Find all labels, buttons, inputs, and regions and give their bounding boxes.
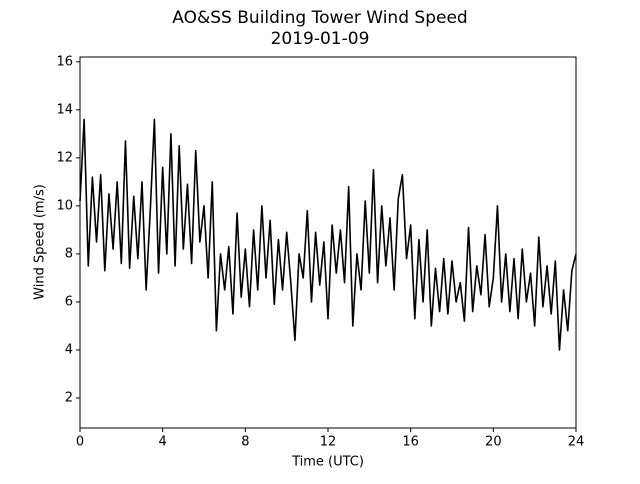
x-tick-label: 16 [402, 435, 419, 450]
y-tick-label: 2 [65, 390, 73, 405]
x-tick-label: 4 [159, 435, 167, 450]
x-tick-label: 0 [76, 435, 84, 450]
x-tick-label: 24 [568, 435, 585, 450]
y-tick-label: 6 [65, 294, 73, 309]
chart-subtitle: 2019-01-09 [271, 29, 370, 49]
y-tick-label: 4 [65, 342, 73, 357]
y-tick-label: 16 [56, 54, 73, 69]
y-tick-label: 8 [65, 246, 73, 261]
y-axis-label: Wind Speed (m/s) [33, 184, 48, 300]
plot-frame [79, 56, 577, 429]
x-tick-label: 12 [320, 435, 337, 450]
y-tick-label: 12 [56, 150, 73, 165]
x-tick-label: 20 [485, 435, 502, 450]
data-line [79, 118, 577, 351]
y-tick-label: 14 [56, 102, 73, 117]
x-axis-label: Time (UTC) [291, 455, 364, 470]
x-tick-label: 8 [241, 435, 249, 450]
y-tick-label: 10 [56, 198, 73, 213]
chart-title: AO&SS Building Tower Wind Speed [172, 8, 467, 28]
